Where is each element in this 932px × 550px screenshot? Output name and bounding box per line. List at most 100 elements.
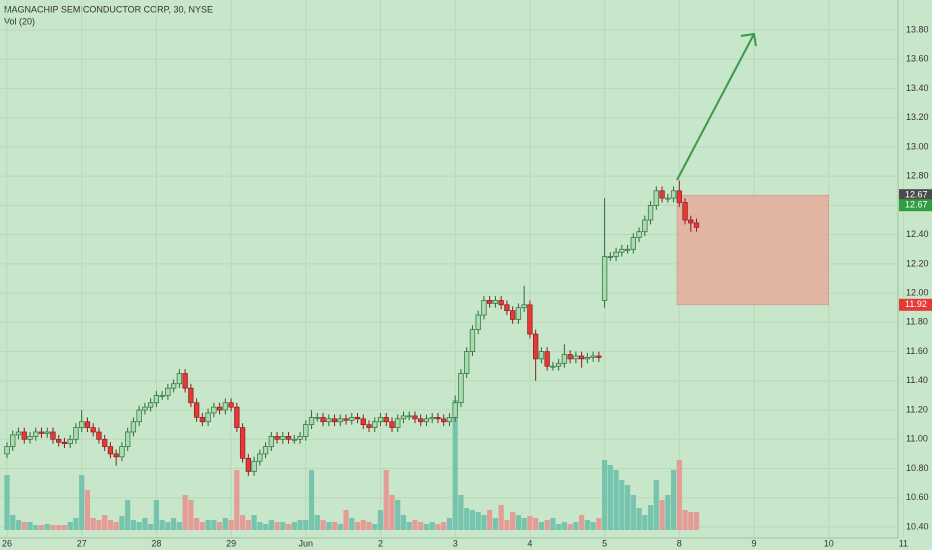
candle-body (176, 373, 183, 385)
candle-body (601, 256, 608, 301)
candle-body (613, 251, 619, 257)
candle-body (136, 409, 142, 423)
candle-body (216, 406, 223, 411)
volume-bar (676, 460, 682, 530)
volume-label: Vol (20) (4, 16, 35, 26)
x-tick-label: 10 (824, 538, 834, 548)
candle-body (642, 219, 648, 233)
candle-body (596, 355, 602, 358)
x-tick-label: 4 (527, 538, 532, 548)
candle-body (464, 351, 470, 374)
candle-body (510, 310, 516, 320)
candle-body (366, 424, 372, 428)
volume-bar (199, 522, 205, 530)
candle-body (148, 402, 154, 408)
volume-bar (188, 500, 194, 530)
candle-body (303, 424, 309, 437)
volume-bar (314, 515, 320, 530)
candle-body (96, 431, 102, 440)
y-tick-label: 10.40 (906, 521, 929, 531)
volume-bar (176, 522, 182, 530)
candle-body (193, 402, 200, 418)
candle-body (670, 190, 677, 199)
volume-bar (624, 485, 631, 530)
volume-bar (274, 522, 280, 530)
candle-body (619, 248, 625, 253)
volume-bar (584, 520, 590, 530)
candle-body (257, 453, 263, 462)
candle-body (418, 418, 424, 423)
candle-body (475, 314, 481, 331)
volume-bar (331, 522, 338, 530)
volume-bar (475, 512, 481, 530)
candle-body (56, 438, 62, 443)
candle-body (590, 355, 596, 358)
volume-bar (544, 520, 550, 530)
volume-bar (372, 524, 378, 530)
candle-body (27, 436, 33, 440)
volume-bar (320, 520, 326, 530)
volume-bar (165, 522, 171, 530)
y-tick-label: 12.40 (906, 229, 929, 239)
volume-bar (665, 495, 671, 530)
candle-body (360, 418, 366, 426)
candle-body (400, 415, 407, 420)
volume-bar (73, 518, 79, 530)
volume-bar (79, 475, 85, 530)
volume-bar (84, 490, 91, 530)
candle-body (647, 205, 654, 221)
volume-bar (21, 522, 27, 530)
candle-body (113, 453, 119, 458)
candle-body (349, 417, 355, 421)
candle-body (251, 460, 257, 472)
volume-bar (406, 522, 412, 530)
volume-bar (194, 518, 200, 530)
volume-bar (349, 518, 355, 530)
candle-body (102, 438, 108, 447)
volume-bar (464, 508, 470, 530)
volume-bar (458, 495, 464, 530)
candle-body (291, 438, 297, 441)
volume-bar (607, 465, 613, 530)
volume-bar (130, 520, 137, 530)
candle-body (90, 427, 96, 433)
y-tick-label: 13.00 (906, 141, 929, 151)
y-tick-label: 12.80 (906, 171, 929, 181)
volume-bar (423, 524, 430, 530)
y-tick-label: 11.40 (906, 375, 928, 385)
volume-bar (653, 480, 659, 530)
candle-body (354, 417, 361, 420)
candle-body (165, 387, 171, 396)
x-tick-label: 29 (226, 538, 236, 548)
candle-body (406, 415, 412, 418)
volume-bar (498, 505, 504, 530)
candle-body (665, 197, 671, 200)
y-tick-label: 10.60 (906, 492, 929, 502)
volume-bar (377, 510, 384, 530)
candle-body (38, 431, 45, 434)
volume-bar (533, 518, 539, 530)
volume-bar (596, 518, 602, 530)
candle-body (33, 431, 39, 437)
candle-body (125, 431, 131, 447)
candle-body (107, 446, 114, 455)
volume-bar (303, 520, 309, 530)
candle-body (527, 304, 533, 335)
candle-body (326, 418, 332, 423)
trend-arrow-head (740, 32, 757, 47)
candle-body (222, 402, 229, 411)
volume-bar (647, 505, 654, 530)
volume-bar (159, 520, 165, 530)
candle-body (228, 402, 234, 408)
candle-body (21, 431, 27, 440)
candle-body (142, 406, 148, 411)
volume-bar (429, 522, 435, 530)
x-tick-label: 5 (602, 538, 607, 548)
volume-bar (579, 515, 585, 530)
volume-bar (297, 520, 303, 530)
y-tick-label: 12.20 (906, 258, 929, 268)
x-tick-label: 8 (677, 538, 682, 548)
price-label: 12.67 (905, 190, 928, 200)
volume-bar (56, 525, 62, 530)
